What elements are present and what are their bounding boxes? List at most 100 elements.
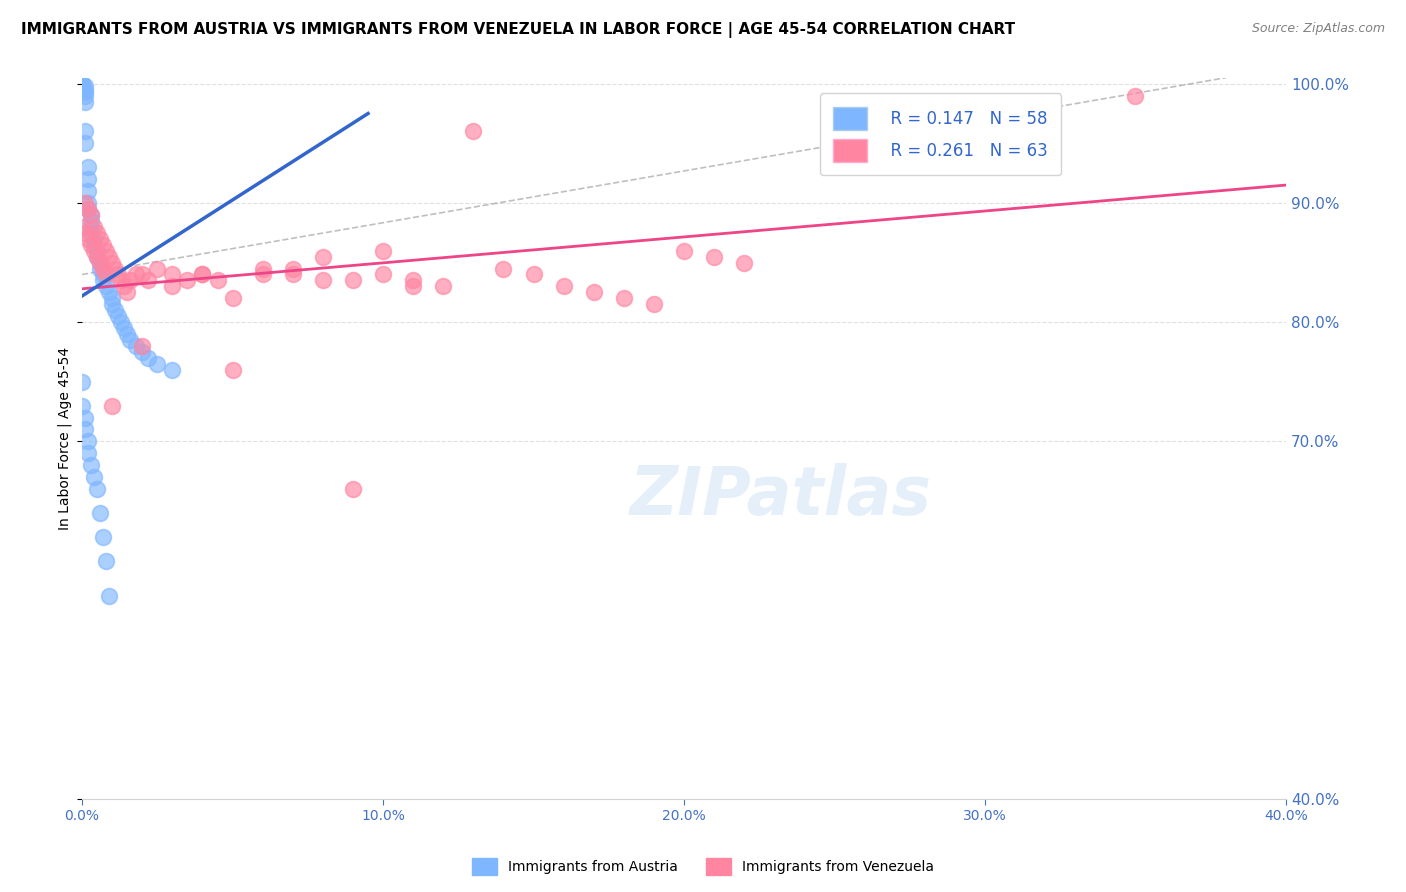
Point (77, 232, 100, 246)
Point (162, 363, 184, 377)
Point (120, 273, 142, 287)
Point (613, 291, 636, 305)
Point (101, 291, 124, 305)
Point (83, 244, 105, 258)
Point (75, 83, 97, 97)
Point (432, 279, 454, 293)
Point (312, 273, 335, 287)
Point (75, 79, 97, 94)
Point (80, 237, 103, 252)
Point (146, 357, 169, 371)
Point (80, 208, 103, 222)
Point (96, 244, 118, 258)
Point (162, 279, 184, 293)
Point (98, 250, 121, 264)
Point (70, 79, 93, 94)
Point (643, 297, 665, 311)
Point (70, 77, 93, 91)
Point (86, 250, 108, 264)
Point (125, 339, 148, 353)
Point (402, 279, 425, 293)
Point (89, 261, 111, 276)
Point (553, 279, 575, 293)
Legend:   R = 0.147   N = 58,   R = 0.261   N = 63: R = 0.147 N = 58, R = 0.261 N = 63 (820, 94, 1062, 176)
Point (463, 124, 485, 138)
Point (101, 297, 124, 311)
Point (371, 268, 394, 282)
Text: ZIPatlas: ZIPatlas (630, 463, 931, 529)
Point (89, 255, 111, 269)
Point (70, 399, 93, 413)
Point (101, 399, 124, 413)
Point (83, 237, 105, 252)
Point (83, 232, 105, 246)
Y-axis label: In Labor Force | Age 45-54: In Labor Force | Age 45-54 (58, 347, 72, 530)
Point (522, 268, 544, 282)
Point (342, 273, 364, 287)
Point (75, 124, 97, 138)
Point (104, 261, 127, 276)
Point (86, 244, 108, 258)
Point (77, 446, 100, 460)
Point (96, 279, 118, 293)
Point (1125, 88, 1147, 103)
Point (89, 255, 111, 269)
Point (70, 77, 93, 91)
Point (673, 244, 696, 258)
Point (131, 345, 153, 359)
Point (80, 208, 103, 222)
Point (70, 219, 93, 234)
Point (131, 268, 153, 282)
Point (733, 255, 755, 269)
Point (371, 244, 394, 258)
Point (70, 77, 93, 91)
Point (110, 315, 132, 329)
Point (136, 351, 159, 365)
Point (75, 136, 97, 151)
Point (77, 202, 100, 216)
Point (96, 553, 118, 567)
Point (221, 291, 243, 305)
Point (77, 434, 100, 449)
Point (91, 530, 114, 544)
Point (89, 232, 111, 246)
Point (86, 250, 108, 264)
Point (83, 470, 105, 484)
Point (342, 482, 364, 496)
Point (89, 506, 111, 520)
Point (207, 273, 229, 287)
Point (112, 279, 135, 293)
Point (70, 77, 93, 91)
Point (582, 285, 605, 300)
Point (80, 458, 103, 473)
Point (75, 85, 97, 99)
Point (96, 268, 118, 282)
Point (136, 273, 159, 287)
Point (75, 226, 97, 240)
Point (75, 422, 97, 436)
Point (70, 77, 93, 91)
Point (98, 590, 121, 604)
Point (281, 268, 304, 282)
Text: Source: ZipAtlas.com: Source: ZipAtlas.com (1251, 22, 1385, 36)
Point (91, 261, 114, 276)
Point (77, 202, 100, 216)
Point (162, 268, 184, 282)
Point (91, 273, 114, 287)
Point (131, 339, 153, 353)
Point (191, 268, 214, 282)
Point (110, 273, 132, 287)
Point (80, 226, 103, 240)
Point (312, 250, 335, 264)
Point (120, 333, 142, 347)
Legend: Immigrants from Austria, Immigrants from Venezuela: Immigrants from Austria, Immigrants from… (467, 853, 939, 880)
Point (115, 327, 138, 342)
Point (492, 261, 515, 276)
Point (252, 261, 274, 276)
Point (75, 95, 97, 109)
Point (115, 285, 138, 300)
Point (98, 285, 121, 300)
Text: IMMIGRANTS FROM AUSTRIA VS IMMIGRANTS FROM VENEZUELA IN LABOR FORCE | AGE 45-54 : IMMIGRANTS FROM AUSTRIA VS IMMIGRANTS FR… (21, 22, 1015, 38)
Point (107, 268, 129, 282)
Point (80, 219, 103, 234)
